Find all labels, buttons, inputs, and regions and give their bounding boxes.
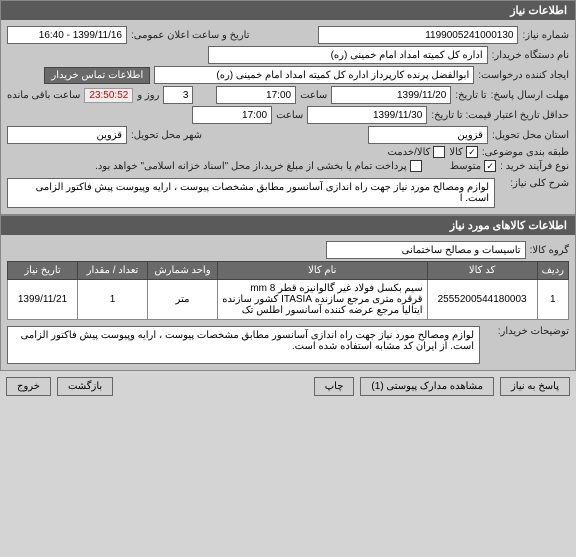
back-button[interactable]: بازگشت <box>57 377 113 396</box>
info-body: شماره نیاز: 1199005241000130 تاریخ و ساع… <box>1 20 575 214</box>
creator-label: ایجاد کننده درخواست: <box>478 70 569 81</box>
time-label-1: ساعت <box>300 90 327 101</box>
resp-time-value: 17:00 <box>216 86 296 104</box>
table-row[interactable]: 1 2555200544180003 سیم بکسل فولاد غیر گا… <box>8 280 569 320</box>
validity-date-value: 1399/11/30 <box>307 106 427 124</box>
footer-bar: پاسخ به نیاز مشاهده مدارک پیوستی (1) چاپ… <box>0 371 576 402</box>
province-label: استان محل تحویل: <box>492 130 569 141</box>
main-desc-value: لوازم ومصالح مورد نیاز جهت راه اندازی آس… <box>7 178 495 208</box>
th-qty: تعداد / مقدار <box>78 262 148 280</box>
cell-date: 1399/11/21 <box>8 280 78 320</box>
goods-group-label: گروه کالا: <box>530 245 569 256</box>
buyer-notes-label: توضیحات خریدار: <box>484 326 569 337</box>
main-desc-label: شرح کلی نیاز: <box>499 178 569 189</box>
goods-checkbox-group: کالا <box>449 146 478 158</box>
service-checkbox[interactable] <box>433 146 445 158</box>
th-code: کد کالا <box>427 262 537 280</box>
partial-cb-label: پرداخت تمام یا بخشی از مبلغ خرید،از محل … <box>95 161 407 172</box>
items-header: اطلاعات کالاهای مورد نیاز <box>1 216 575 235</box>
buyer-org-label: نام دستگاه خریدار: <box>492 50 569 61</box>
partial-checkbox-group: پرداخت تمام یا بخشی از مبلغ خرید،از محل … <box>95 160 422 172</box>
request-no-label: شماره نیاز: <box>522 30 569 41</box>
process-type-label: نوع فرآیند خرید : <box>500 161 569 172</box>
info-panel: اطلاعات نیاز شماره نیاز: 119900524100013… <box>0 0 576 215</box>
countdown-value: 23:50:52 <box>84 88 133 103</box>
goods-group-value: تاسیسات و مصالح ساختمانی <box>326 241 526 259</box>
city-label: شهر محل تحویل: <box>131 130 202 141</box>
medium-checkbox[interactable] <box>484 160 496 172</box>
announce-label: تاریخ و ساعت اعلان عمومی: <box>131 30 250 41</box>
city-value: قزوین <box>7 126 127 144</box>
partial-checkbox[interactable] <box>410 160 422 172</box>
cell-name: سیم بکسل فولاد غیر گالوانیزه قطر mm 8 قر… <box>218 280 428 320</box>
goods-checkbox[interactable] <box>466 146 478 158</box>
days-left-value: 3 <box>163 86 193 104</box>
announce-value: 1399/11/16 - 16:40 <box>7 26 127 44</box>
cell-unit: متر <box>148 280 218 320</box>
buyer-contact-button[interactable]: اطلاعات تماس خریدار <box>44 67 150 84</box>
exit-button[interactable]: خروج <box>6 377 51 396</box>
th-row: ردیف <box>537 262 568 280</box>
until-label-1: تا تاریخ: <box>455 90 486 101</box>
creator-value: ابوالفضل پرنده کارپرداز اداره کل کمیته ا… <box>154 66 474 84</box>
items-panel: اطلاعات کالاهای مورد نیاز گروه کالا: تاس… <box>0 215 576 371</box>
attachments-button[interactable]: مشاهده مدارک پیوستی (1) <box>360 377 494 396</box>
validity-label: حداقل تاریخ اعتبار قیمت: تا تاریخ: <box>431 110 569 121</box>
cell-idx: 1 <box>537 280 568 320</box>
info-header: اطلاعات نیاز <box>1 1 575 20</box>
respond-button[interactable]: پاسخ به نیاز <box>500 377 570 396</box>
province-value: قزوین <box>368 126 488 144</box>
remaining-label: ساعت باقی مانده <box>7 90 80 101</box>
validity-time-value: 17:00 <box>192 106 272 124</box>
grouping-label: طبقه بندی موضوعی: <box>482 147 569 158</box>
service-checkbox-group: کالا/خدمت <box>387 146 445 158</box>
request-no-value: 1199005241000130 <box>318 26 518 44</box>
day-label: روز و <box>137 90 159 101</box>
buyer-org-value: اداره کل کمیته امداد امام خمینی (ره) <box>208 46 488 64</box>
buyer-notes-value: لوازم ومصالح مورد نیاز جهت راه اندازی آس… <box>7 326 480 364</box>
print-button[interactable]: چاپ <box>314 377 355 396</box>
time-label-2: ساعت <box>276 110 303 121</box>
medium-cb-label: متوسط <box>450 161 481 172</box>
goods-cb-label: کالا <box>449 147 463 158</box>
items-table: ردیف کد کالا نام کالا واحد شمارش تعداد /… <box>7 261 569 320</box>
cell-qty: 1 <box>78 280 148 320</box>
resp-date-value: 1399/11/20 <box>331 86 451 104</box>
th-name: نام کالا <box>218 262 428 280</box>
items-body: گروه کالا: تاسیسات و مصالح ساختمانی ردیف… <box>1 235 575 370</box>
cell-code: 2555200544180003 <box>427 280 537 320</box>
medium-checkbox-group: متوسط <box>450 160 496 172</box>
table-header-row: ردیف کد کالا نام کالا واحد شمارش تعداد /… <box>8 262 569 280</box>
service-cb-label: کالا/خدمت <box>387 147 430 158</box>
th-date: تاریخ نیاز <box>8 262 78 280</box>
resp-deadline-label: مهلت ارسال پاسخ: <box>491 90 569 101</box>
th-unit: واحد شمارش <box>148 262 218 280</box>
